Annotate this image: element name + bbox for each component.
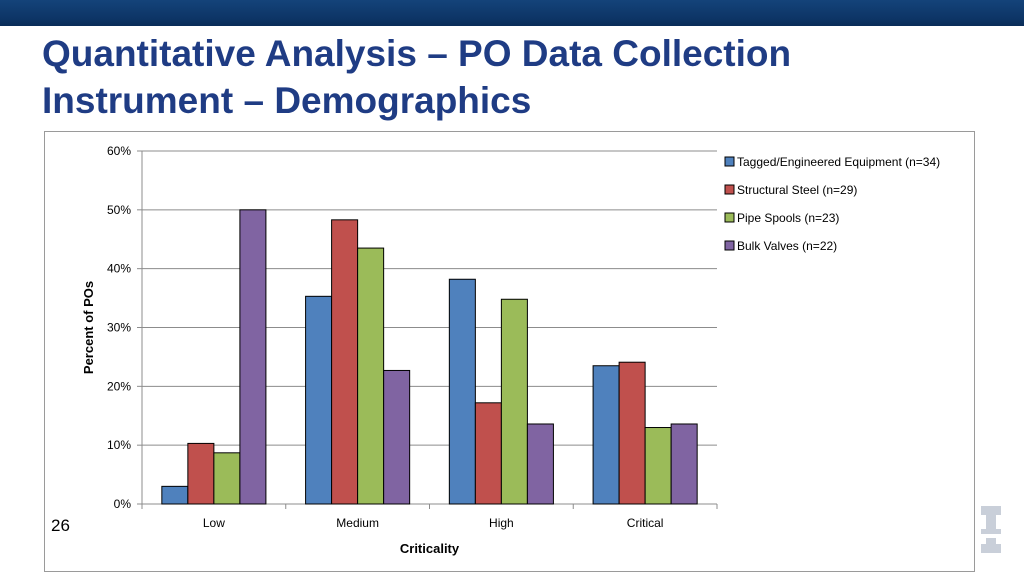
y-tick-label: 0% (114, 497, 132, 511)
bar (618, 361, 646, 505)
legend-label: Structural Steel (n=29) (737, 183, 857, 197)
bar (500, 298, 528, 505)
bar (592, 365, 620, 505)
legend-swatch (724, 184, 735, 195)
legend-label: Tagged/Engineered Equipment (n=34) (737, 155, 940, 169)
y-tick-label: 10% (107, 438, 131, 452)
chart-frame: 0% 10% 20% 30% 40% 50% 60% Low Medium High Critica… (44, 131, 975, 572)
bar (383, 369, 411, 505)
bar (305, 295, 333, 505)
y-axis-title: Percent of POs (81, 281, 96, 374)
top-banner (0, 0, 1024, 26)
x-tick-label: Critical (627, 516, 664, 530)
bar (474, 402, 502, 505)
x-axis-title: Criticality (400, 541, 460, 556)
y-tick-label: 50% (107, 203, 131, 217)
page-number: 26 (51, 516, 70, 535)
legend-label: Pipe Spools (n=23) (737, 211, 839, 225)
bar (187, 442, 215, 505)
bar (357, 247, 385, 505)
criticality-bar-chart: 0% 10% 20% 30% 40% 50% 60% Low Medium High Critica… (81, 144, 940, 556)
bar (161, 485, 189, 505)
slide-title-line-1: Quantitative Analysis – PO Data Collecti… (42, 33, 792, 74)
legend-swatch (724, 240, 735, 251)
legend-swatch (724, 212, 735, 223)
bar (239, 209, 267, 505)
bar (670, 423, 698, 505)
x-tick-label: Low (203, 516, 225, 530)
slide-title: Quantitative Analysis – PO Data Collecti… (42, 30, 942, 124)
legend-swatch (724, 156, 735, 167)
y-tick-label: 30% (107, 321, 131, 335)
slide-title-line-2: Instrument – Demographics (42, 80, 532, 121)
legend-label: Bulk Valves (n=22) (737, 239, 837, 253)
bar (526, 423, 554, 505)
y-tick-label: 60% (107, 144, 131, 158)
bar (213, 452, 241, 505)
university-logo-icon (981, 506, 1001, 553)
bar (644, 427, 672, 505)
y-tick-label: 20% (107, 379, 131, 393)
x-tick-label: Medium (336, 516, 379, 530)
x-tick-label: High (489, 516, 514, 530)
y-tick-label: 40% (107, 262, 131, 276)
bar (331, 219, 359, 505)
bar (448, 278, 476, 505)
